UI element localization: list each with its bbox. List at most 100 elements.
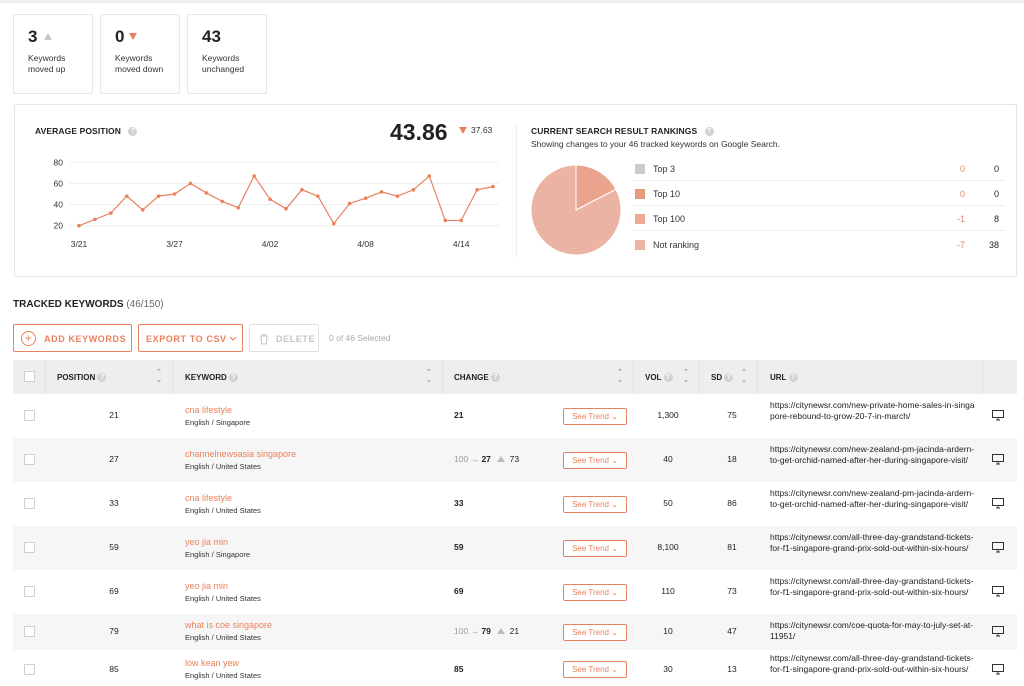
- column-header-position[interactable]: POSITION ?: [57, 373, 107, 383]
- help-icon[interactable]: ?: [788, 373, 798, 383]
- help-icon[interactable]: ?: [704, 127, 714, 137]
- monitor-icon[interactable]: [992, 498, 1004, 509]
- column-header-vol[interactable]: VOL ?: [645, 373, 673, 383]
- change-current: 79: [481, 626, 491, 636]
- keyword-link[interactable]: what is coe singapore: [185, 620, 273, 630]
- row-sd: 75: [727, 410, 737, 420]
- keyword-link[interactable]: low kean yew: [185, 658, 240, 668]
- row-checkbox[interactable]: [24, 664, 35, 675]
- row-checkbox[interactable]: [24, 498, 35, 509]
- row-url[interactable]: https://citynewsr.com/new-zealand-pm-jac…: [770, 488, 975, 509]
- change-current: 21: [454, 410, 464, 420]
- sort-icon[interactable]: ⌃ ⌄: [156, 369, 162, 384]
- row-url[interactable]: https://citynewsr.com/new-zealand-pm-jac…: [770, 444, 975, 465]
- add-keywords-label: ADD KEYWORDS: [44, 334, 127, 344]
- help-icon[interactable]: ?: [724, 373, 734, 383]
- row-checkbox[interactable]: [24, 626, 35, 637]
- row-keyword: yeo jia min English / Singapore: [185, 537, 250, 559]
- tracked-keywords-title: TRACKED KEYWORDS (46/150): [13, 299, 164, 310]
- see-trend-label: See Trend: [572, 544, 609, 553]
- column-separator: [699, 360, 700, 394]
- column-header-url[interactable]: URL ?: [770, 373, 798, 383]
- see-trend-button[interactable]: See Trend ⌄: [563, 584, 627, 601]
- stat-value: 0: [115, 27, 125, 46]
- see-trend-button[interactable]: See Trend ⌄: [563, 661, 627, 678]
- sort-icon[interactable]: ⌃ ⌄: [741, 369, 747, 384]
- row-url[interactable]: https://citynewsr.com/all-three-day-gran…: [770, 653, 974, 674]
- delete-button[interactable]: DELETE: [249, 324, 319, 352]
- ranking-row-top100: Top 100 -1 8: [633, 206, 1005, 231]
- column-header-sd[interactable]: SD ?: [711, 373, 734, 383]
- see-trend-label: See Trend: [572, 500, 609, 509]
- monitor-icon[interactable]: [992, 626, 1004, 637]
- see-trend-button[interactable]: See Trend ⌄: [563, 452, 627, 469]
- add-keywords-button[interactable]: + ADD KEYWORDS: [13, 324, 132, 352]
- monitor-icon[interactable]: [992, 542, 1004, 553]
- rankings-pie-chart: [530, 164, 622, 256]
- sort-icon[interactable]: ⌃ ⌄: [426, 369, 432, 384]
- stat-value: 43: [202, 27, 221, 46]
- pie-slice: [530, 164, 622, 256]
- ranking-row-top10: Top 10 0 0: [633, 181, 1005, 206]
- monitor-icon[interactable]: [992, 410, 1004, 421]
- help-icon[interactable]: ?: [97, 373, 107, 383]
- see-trend-button[interactable]: See Trend ⌄: [563, 408, 627, 425]
- see-trend-button[interactable]: See Trend ⌄: [563, 496, 627, 513]
- arrow-down-icon: [459, 127, 467, 134]
- table-row: 21 cna lifestyle English / Singapore 21 …: [13, 394, 1017, 438]
- column-header-change[interactable]: CHANGE ?: [454, 373, 500, 383]
- row-volume: 40: [663, 454, 673, 464]
- monitor-icon[interactable]: [992, 454, 1004, 465]
- keyword-link[interactable]: cna lifestyle: [185, 405, 233, 415]
- row-url[interactable]: https://citynewsr.com/all-three-day-gran…: [770, 576, 974, 597]
- monitor-icon[interactable]: [992, 664, 1004, 675]
- row-keyword: low kean yew English / United States: [185, 658, 261, 680]
- monitor-icon[interactable]: [992, 586, 1004, 597]
- table-row: 85 low kean yew English / United States …: [13, 650, 1017, 686]
- y-tick-label: 20: [54, 221, 64, 231]
- data-point: [331, 221, 336, 226]
- row-checkbox[interactable]: [24, 586, 35, 597]
- help-icon[interactable]: ?: [663, 373, 673, 383]
- data-point: [459, 218, 463, 223]
- help-icon[interactable]: ?: [128, 127, 138, 137]
- help-icon[interactable]: ?: [490, 373, 500, 383]
- keyword-link[interactable]: yeo jia min: [185, 581, 229, 591]
- row-keyword: cna lifestyle English / United States: [185, 493, 261, 515]
- row-checkbox[interactable]: [24, 542, 35, 553]
- keyword-link[interactable]: cna lifestyle: [185, 493, 233, 503]
- x-tick-label: 3/27: [166, 239, 183, 249]
- column-header-keyword[interactable]: KEYWORD ?: [185, 373, 239, 383]
- select-all-checkbox[interactable]: [24, 371, 35, 382]
- export-csv-button[interactable]: EXPORT TO CSV: [138, 324, 243, 352]
- row-keyword: channelnewsasia singapore English / Unit…: [185, 449, 296, 471]
- data-point: [379, 190, 384, 194]
- row-url[interactable]: https://citynewsr.com/all-three-day-gran…: [770, 532, 974, 553]
- average-position-chart: 80 60 40 20 3/21 3/27 4/02 4/08 4/14: [54, 157, 499, 249]
- help-icon[interactable]: ?: [229, 373, 239, 383]
- table-header: POSITION ? ⌃ ⌄ KEYWORD ? ⌃ ⌄ CHANGE ? ⌃ ⌄ V…: [13, 360, 1017, 394]
- see-trend-button[interactable]: See Trend ⌄: [563, 540, 627, 557]
- see-trend-button[interactable]: See Trend ⌄: [563, 624, 627, 641]
- row-change: 85: [454, 664, 463, 674]
- row-keyword: what is coe singapore English / United S…: [185, 620, 272, 642]
- ranking-name: Top 100: [653, 214, 686, 224]
- ranking-count: 38: [988, 240, 999, 250]
- table-row: 27 channelnewsasia singapore English / U…: [13, 438, 1017, 482]
- x-tick-label: 4/14: [453, 239, 470, 249]
- data-point: [300, 187, 304, 192]
- ranking-name: Top 3: [653, 164, 676, 174]
- keyword-link[interactable]: channelnewsasia singapore: [185, 449, 297, 459]
- keyword-location: English / Singapore: [185, 550, 251, 559]
- row-url[interactable]: https://citynewsr.com/new-private-home-s…: [770, 400, 975, 421]
- column-label: POSITION: [57, 373, 96, 382]
- legend-swatch: [635, 214, 645, 224]
- column-separator: [442, 360, 443, 394]
- row-checkbox[interactable]: [24, 454, 35, 465]
- keyword-link[interactable]: yeo jia min: [185, 537, 229, 547]
- row-checkbox[interactable]: [24, 410, 35, 421]
- sort-icon[interactable]: ⌃ ⌄: [617, 369, 623, 384]
- column-separator: [172, 360, 173, 394]
- row-url[interactable]: https://citynewsr.com/coe-quota-for-may-…: [770, 620, 974, 641]
- sort-icon[interactable]: ⌃ ⌄: [683, 369, 689, 384]
